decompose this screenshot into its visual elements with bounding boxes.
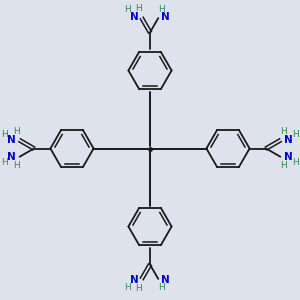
Text: H: H [1,130,8,139]
Text: H: H [13,127,20,136]
Text: N: N [284,152,293,162]
Text: H: H [124,5,131,14]
Text: H: H [135,4,142,13]
Text: H: H [280,127,287,136]
Text: H: H [13,161,20,170]
Text: H: H [292,130,299,139]
Text: H: H [158,4,165,14]
Text: N: N [284,135,293,145]
Text: N: N [161,12,170,22]
Text: N: N [7,135,16,145]
Text: N: N [130,12,139,22]
Text: N: N [130,275,139,285]
Text: H: H [124,283,131,292]
Text: N: N [161,275,170,285]
Text: H: H [135,284,142,293]
Text: H: H [292,158,299,167]
Text: N: N [7,152,16,162]
Text: H: H [1,158,8,167]
Text: H: H [280,161,287,170]
Text: H: H [158,284,165,292]
